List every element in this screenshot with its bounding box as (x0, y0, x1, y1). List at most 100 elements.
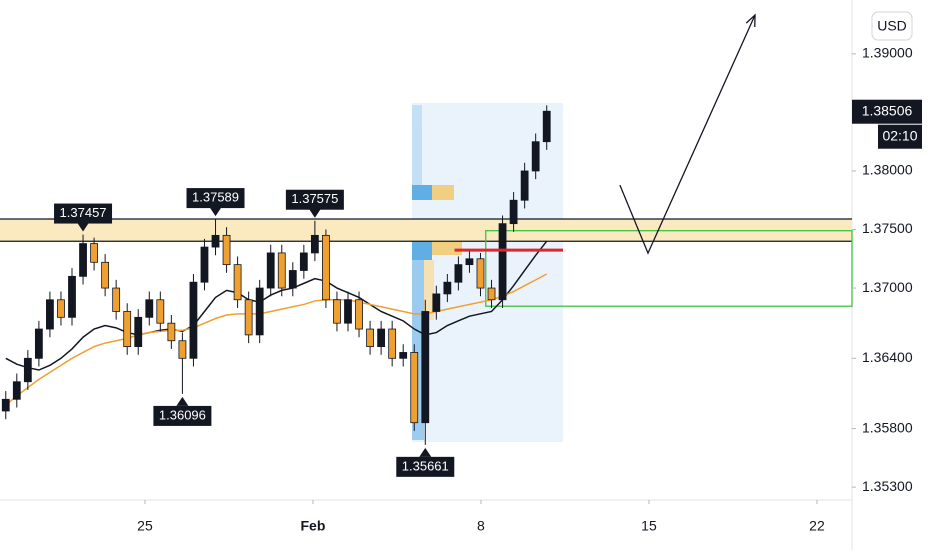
candle-body (322, 234, 330, 301)
candle (410, 344, 419, 431)
annotation-box (285, 189, 344, 210)
moving-average (5, 273, 548, 406)
candle-body (200, 246, 209, 283)
candle (520, 162, 529, 209)
candle-body (79, 243, 87, 277)
annotation-label: 1.37589 (192, 190, 239, 205)
profile-bar (432, 185, 454, 200)
candle-body (46, 299, 54, 330)
candle (255, 279, 264, 344)
candle (167, 314, 176, 349)
candle-body (112, 287, 121, 312)
candle (509, 192, 518, 232)
candle-body (366, 328, 374, 348)
candle (322, 229, 330, 308)
candle-body (34, 328, 43, 359)
y-tick-label: 1.35800 (862, 419, 913, 435)
y-tick-label: 1.36400 (862, 349, 913, 365)
candle (476, 252, 485, 297)
annotation-pointer (419, 447, 432, 457)
moving-average (5, 240, 548, 371)
candle-body (520, 170, 529, 201)
candle-body (542, 110, 551, 143)
green-box (485, 230, 853, 307)
candle (189, 274, 198, 367)
candle-body (443, 281, 452, 295)
currency-box[interactable] (871, 11, 913, 41)
candle-body (355, 299, 363, 330)
currency[interactable]: USD (877, 18, 907, 34)
candle (266, 244, 275, 297)
candle (310, 220, 319, 262)
candle-body (344, 299, 352, 324)
candle (79, 234, 87, 285)
candle-body (487, 287, 496, 301)
candle (432, 285, 441, 320)
candle (454, 256, 463, 291)
candle (233, 256, 242, 308)
candle (123, 303, 132, 355)
candle-body (277, 252, 286, 289)
annotation-box (186, 188, 245, 209)
x-tick-label: Feb (301, 518, 326, 534)
candle (23, 350, 32, 390)
candle (465, 250, 474, 273)
x-tick-label: 15 (641, 518, 657, 534)
candle-body (310, 234, 319, 254)
y-tick-label: 1.37000 (862, 279, 913, 295)
candle (366, 320, 374, 355)
candle-body (266, 252, 275, 289)
candle (388, 320, 397, 367)
candle (112, 279, 121, 320)
candle (377, 320, 386, 355)
candle-body (288, 270, 297, 289)
x-tick-label: 22 (809, 518, 825, 534)
y-tick-label: 1.37500 (862, 220, 913, 236)
candle-body (476, 258, 485, 289)
arrow-head (745, 13, 756, 27)
candle-body (101, 261, 110, 289)
candle-body (222, 234, 231, 266)
candle (487, 279, 496, 308)
candle (68, 268, 76, 326)
candle (421, 299, 430, 445)
candle-body (68, 275, 76, 318)
candle-body (211, 234, 220, 248)
last-price-box (852, 99, 922, 124)
annotation-label: 1.36096 (159, 407, 206, 422)
candle-body (1, 398, 10, 412)
candle (443, 274, 452, 303)
candle (277, 244, 286, 297)
candle-body (12, 381, 21, 400)
candle (542, 105, 551, 150)
candle (12, 373, 21, 408)
candle (355, 291, 363, 338)
profile-bar (424, 260, 434, 320)
countdown-label: 02:10 (882, 127, 917, 143)
candle (145, 291, 154, 326)
candle-body (244, 299, 253, 336)
candle-body (509, 199, 518, 225)
y-tick-label: 1.38000 (862, 162, 913, 178)
profile-bar (412, 105, 422, 185)
candle (46, 291, 54, 338)
annotation-label: 1.37575 (291, 191, 338, 206)
candle-body (123, 311, 132, 348)
annotation-label: 1.35661 (402, 458, 449, 473)
volume-profile-area (412, 103, 563, 442)
candle (57, 291, 65, 326)
x-tick-label: 25 (137, 518, 153, 534)
candle-body (178, 340, 187, 359)
candle-body (388, 328, 397, 359)
candle (156, 291, 165, 332)
candle-body (23, 357, 32, 383)
candle (90, 237, 98, 271)
projection-path (619, 14, 756, 255)
candle (1, 391, 10, 420)
y-tick-label: 1.39000 (862, 45, 913, 61)
candle (178, 332, 187, 394)
candle (101, 254, 110, 297)
annotation-pointer (77, 222, 90, 232)
